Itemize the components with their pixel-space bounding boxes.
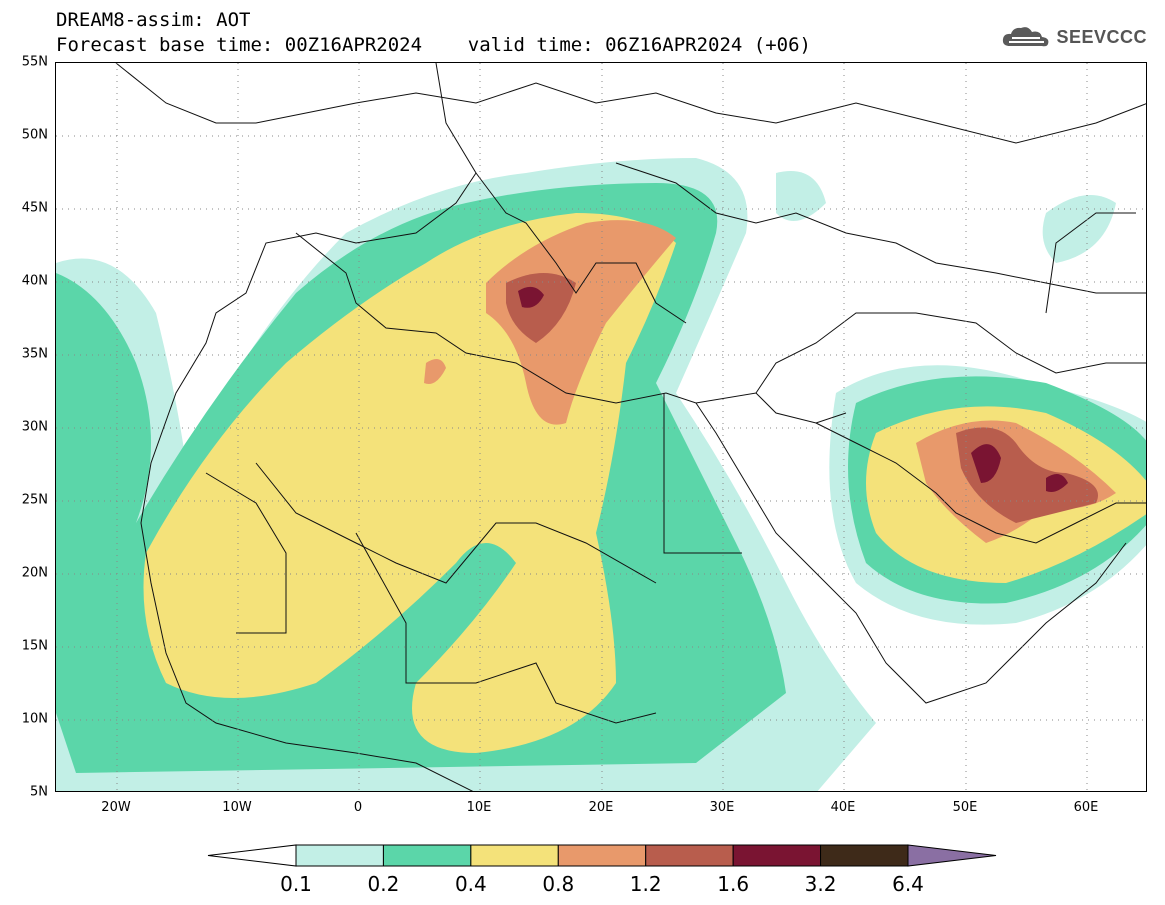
lon-label-20e: 20E bbox=[588, 800, 614, 815]
aot-field-map bbox=[56, 63, 1146, 791]
colorbar-box bbox=[557, 844, 647, 867]
lat-label-20n: 20N bbox=[21, 565, 48, 581]
colorbar-tick-label: 0.2 bbox=[367, 872, 400, 896]
colorbar-box bbox=[732, 844, 822, 867]
lon-label-0: 0 bbox=[353, 800, 363, 815]
colorbar-box bbox=[470, 844, 559, 867]
lon-label-60e: 60E bbox=[1073, 800, 1099, 815]
colorbar-box bbox=[382, 844, 472, 867]
colorbar-box bbox=[295, 844, 384, 867]
lat-label-50n: 50N bbox=[21, 127, 48, 143]
lon-label-30e: 30E bbox=[709, 800, 735, 815]
colorbar-tick-label: 1.2 bbox=[629, 872, 662, 896]
lon-label-10w: 10W bbox=[222, 800, 252, 815]
colorbar-tick-label: 0.4 bbox=[454, 872, 487, 896]
forecast-times: Forecast base time: 00Z16APR2024 valid t… bbox=[56, 34, 811, 56]
lat-label-35n: 35N bbox=[21, 346, 48, 362]
graticule bbox=[56, 63, 1146, 791]
lat-label-40n: 40N bbox=[21, 273, 48, 289]
map-title: DREAM8-assim: AOT bbox=[56, 9, 251, 31]
colorbar-tick-label: 3.2 bbox=[804, 872, 837, 896]
lon-label-20w: 20W bbox=[101, 800, 131, 815]
aot-band-1.6 bbox=[518, 286, 1068, 492]
colorbar-under-triangle bbox=[207, 844, 297, 867]
colorbar-tick-label: 1.6 bbox=[717, 872, 750, 896]
colorbar-box bbox=[645, 844, 734, 867]
lat-label-55n: 55N bbox=[21, 54, 48, 70]
lon-label-10e: 10E bbox=[466, 800, 492, 815]
cloud-icon bbox=[1003, 27, 1049, 47]
logo-text: SEEVCCC bbox=[1056, 26, 1147, 47]
colorbar-box bbox=[820, 844, 909, 867]
lat-label-5n: 5N bbox=[30, 784, 48, 800]
coastlines-borders bbox=[115, 63, 1146, 791]
lon-label-50e: 50E bbox=[952, 800, 978, 815]
seevccc-logo: SEEVCCC bbox=[1000, 24, 1147, 50]
colorbar-tick-label: 6.4 bbox=[892, 872, 924, 896]
lon-label-40e: 40E bbox=[830, 800, 856, 815]
lat-label-25n: 25N bbox=[21, 492, 48, 508]
colorbar-over-triangle bbox=[907, 844, 997, 867]
lat-label-45n: 45N bbox=[21, 200, 48, 216]
colorbar-tick-label: 0.8 bbox=[542, 872, 575, 896]
lat-label-30n: 30N bbox=[21, 419, 48, 435]
lat-label-15n: 15N bbox=[21, 638, 48, 654]
colorbar-tick-label: 0.1 bbox=[280, 872, 312, 896]
lat-label-10n: 10N bbox=[21, 711, 48, 727]
map-panel bbox=[55, 62, 1147, 792]
